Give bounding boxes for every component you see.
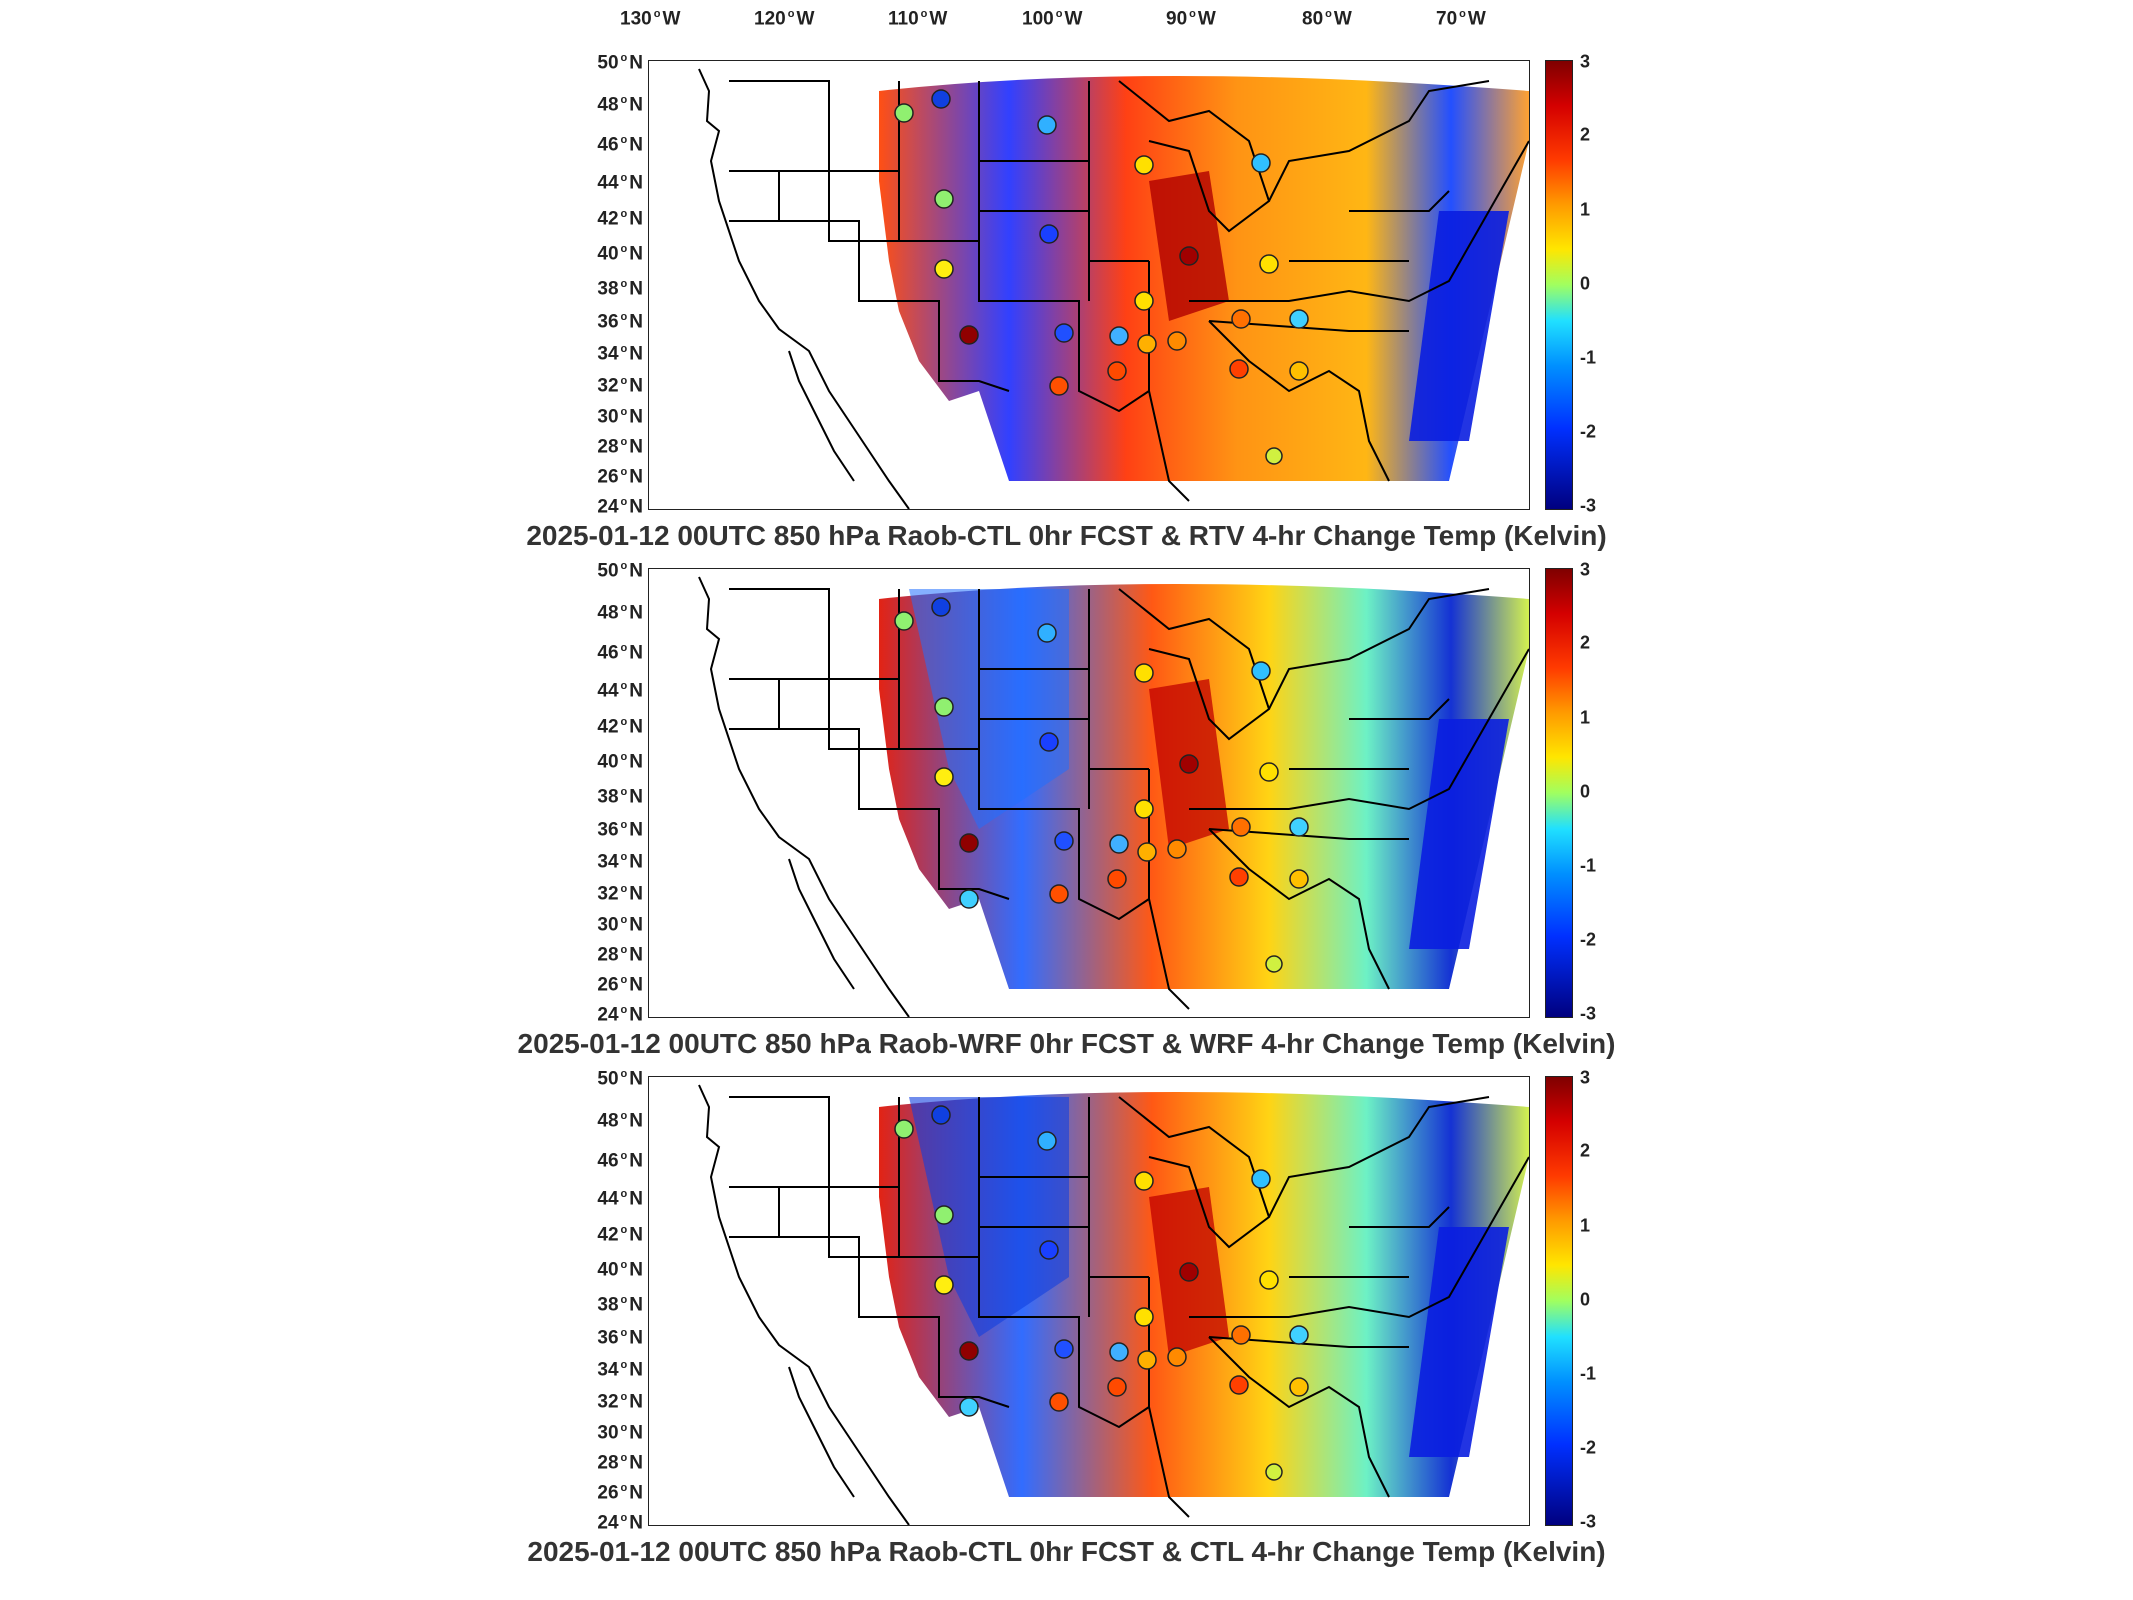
lat-label-30: 30 o N: [597, 1422, 643, 1444]
raob-stations: [894, 597, 1309, 973]
cbar-tick-1: 1: [1580, 707, 1591, 728]
panel-title: 2025-01-12 00UTC 850 hPa Raob-CTL 0hr FC…: [526, 520, 1607, 551]
cbar-tick-minus3: -3: [1580, 1003, 1597, 1024]
lat-label-32: 32 o N: [597, 883, 643, 905]
cbar-tick-minus2: -2: [1580, 1437, 1597, 1458]
cbar-tick-minus3: -3: [1580, 495, 1597, 516]
lat-label-44: 44 o N: [597, 1188, 643, 1210]
lat-label-24: 24 o N: [597, 1004, 643, 1026]
cbar-tick-1: 1: [1580, 199, 1591, 220]
cbar-tick-3: 3: [1580, 51, 1591, 72]
cold-region: [1409, 1227, 1509, 1457]
lon-label-120: 120 o W: [754, 8, 815, 30]
colorbar-wrf: [1545, 568, 1573, 1018]
lat-label-32: 32 o N: [597, 1391, 643, 1413]
lat-label-26: 26 o N: [597, 974, 643, 996]
map-plot-wrf: [648, 568, 1530, 1018]
cbar-tick-0: 0: [1580, 1289, 1591, 1310]
lat-label-24: 24 o N: [597, 1512, 643, 1534]
lat-label-42: 42 o N: [597, 1224, 643, 1246]
lat-label-42: 42 o N: [597, 716, 643, 738]
cbar-tick-minus1: -1: [1580, 1363, 1597, 1384]
panel-title: 2025-01-12 00UTC 850 hPa Raob-WRF 0hr FC…: [517, 1028, 1616, 1059]
lat-label-48: 48 o N: [597, 94, 643, 116]
cbar-tick-1: 1: [1580, 1215, 1591, 1236]
cbar-tick-0: 0: [1580, 273, 1591, 294]
lat-label-30: 30 o N: [597, 914, 643, 936]
cbar-tick-minus1: -1: [1580, 347, 1597, 368]
lat-label-46: 46 o N: [597, 1150, 643, 1172]
lat-label-34: 34 o N: [597, 851, 643, 873]
lat-label-36: 36 o N: [597, 1327, 643, 1349]
colorbar-ctl: [1545, 1076, 1573, 1526]
lat-label-38: 38 o N: [597, 1294, 643, 1316]
cbar-tick-minus1: -1: [1580, 855, 1597, 876]
lat-label-28: 28 o N: [597, 436, 643, 458]
cbar-tick-2: 2: [1580, 1140, 1591, 1161]
cbar-tick-minus2: -2: [1580, 929, 1597, 950]
lat-label-40: 40 o N: [597, 243, 643, 265]
lat-label-48: 48 o N: [597, 602, 643, 624]
lat-label-24: 24 o N: [597, 496, 643, 518]
lat-label-48: 48 o N: [597, 1110, 643, 1132]
lon-label-100: 100 o W: [1022, 8, 1083, 30]
raob-stations: [894, 89, 1309, 465]
cbar-tick-minus3: -3: [1580, 1511, 1597, 1532]
lat-label-26: 26 o N: [597, 466, 643, 488]
lat-label-32: 32 o N: [597, 375, 643, 397]
lat-label-38: 38 o N: [597, 278, 643, 300]
lat-label-36: 36 o N: [597, 819, 643, 841]
lat-label-28: 28 o N: [597, 1452, 643, 1474]
map-svg-rtv: [698, 68, 1529, 509]
lat-label-40: 40 o N: [597, 751, 643, 773]
lon-label-130: 130 o W: [620, 8, 681, 30]
lat-label-44: 44 o N: [597, 680, 643, 702]
lon-label-70: 70 o W: [1436, 8, 1486, 30]
cbar-tick-2: 2: [1580, 124, 1591, 145]
raob-stations: [894, 1105, 1309, 1481]
lat-label-44: 44 o N: [597, 172, 643, 194]
lat-label-40: 40 o N: [597, 1259, 643, 1281]
panel-title: 2025-01-12 00UTC 850 hPa Raob-CTL 0hr FC…: [527, 1536, 1606, 1567]
cbar-tick-3: 3: [1580, 559, 1591, 580]
map-plot-rtv: [648, 60, 1530, 510]
cbar-tick-3: 3: [1580, 1067, 1591, 1088]
cold-region: [1409, 211, 1509, 441]
colorbar-rtv: [1545, 60, 1573, 510]
lat-label-30: 30 o N: [597, 406, 643, 428]
lat-label-50: 50 o N: [597, 560, 643, 582]
lat-label-26: 26 o N: [597, 1482, 643, 1504]
lat-label-50: 50 o N: [597, 1068, 643, 1090]
cbar-tick-0: 0: [1580, 781, 1591, 802]
lon-label-110: 110 o W: [888, 8, 948, 30]
lat-label-46: 46 o N: [597, 642, 643, 664]
lat-label-34: 34 o N: [597, 1359, 643, 1381]
map-svg-ctl: [698, 1084, 1529, 1525]
lat-label-42: 42 o N: [597, 208, 643, 230]
lat-label-38: 38 o N: [597, 786, 643, 808]
cold-region: [1409, 719, 1509, 949]
lat-label-34: 34 o N: [597, 343, 643, 365]
lat-label-28: 28 o N: [597, 944, 643, 966]
cbar-tick-2: 2: [1580, 632, 1591, 653]
lat-label-46: 46 o N: [597, 134, 643, 156]
lon-label-90: 90 o W: [1166, 8, 1216, 30]
map-svg-wrf: [698, 576, 1529, 1017]
lon-label-80: 80 o W: [1302, 8, 1352, 30]
lat-label-36: 36 o N: [597, 311, 643, 333]
lat-label-50: 50 o N: [597, 52, 643, 74]
map-plot-ctl: [648, 1076, 1530, 1526]
cbar-tick-minus2: -2: [1580, 421, 1597, 442]
